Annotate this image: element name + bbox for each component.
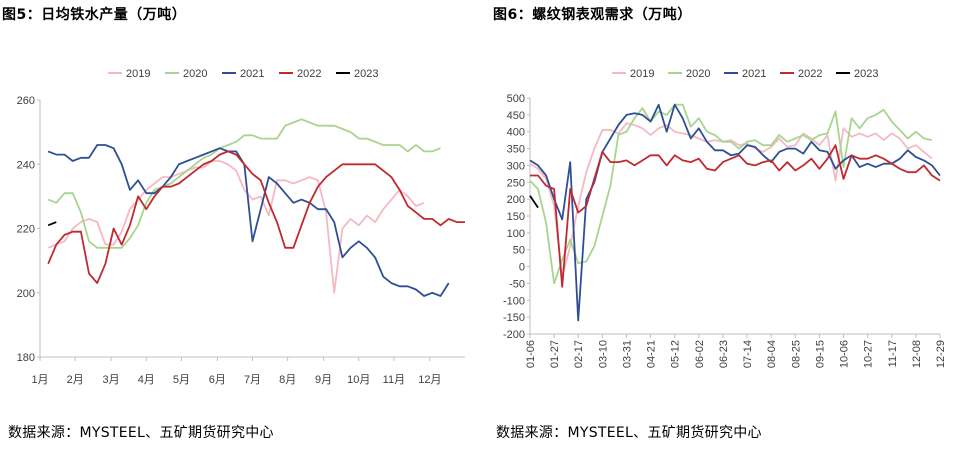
chart1-legend-label-2023: 2023 [354,68,378,80]
chart1-x-tick-label: 2月 [67,374,84,386]
chart1-x-tick-label: 6月 [209,374,226,386]
chart2-series-2020-line [529,103,933,285]
chart1-x-tick-label: 4月 [138,374,155,386]
chart2-y-tick-label: 50 [513,245,525,257]
chart2-source: 数据来源：MYSTEEL、五矿期货研究中心 [496,425,762,441]
iron-output-chart: 180 200 220 240 260 1月 2月 3月 4月 5月 6月 7月 8月 9月 10月 11月 1… [17,68,465,386]
chart2-x-tick-label: 12-29 [935,340,947,368]
chart2-y-tick-label: -200 [503,329,525,341]
chart2-legend-label-2020: 2020 [686,68,710,80]
chart1-series-2022-line [47,150,465,284]
chart1-legend-label-2022: 2022 [297,68,321,80]
chart2-y-tick-label: -100 [503,295,525,307]
chart2-x-tick-label: 12-08 [911,340,923,368]
chart1-legend-label-2021: 2021 [240,68,264,80]
chart2-legend-label-2023: 2023 [854,68,878,80]
chart1-x-tick-label: 10月 [347,374,370,386]
chart1-y-tick-label: 220 [17,224,35,236]
chart2-series-2023-line [529,195,539,209]
chart2-x-tick-label: 10-06 [839,340,851,368]
chart2-legend-label-2022: 2022 [798,68,822,80]
chart2-x-tick-label: 01-27 [549,340,561,368]
chart2-x-tick-label: 01-06 [525,340,537,368]
chart1-series-2023-line [47,221,57,227]
chart2-x-tick-label: 11-17 [887,340,899,367]
chart1-legend-label-2019: 2019 [126,68,150,80]
chart1-series-2020-line [47,118,441,249]
chart1-title: 图5：日均铁水产量（万吨） [2,7,187,23]
chart1-series-2021-line [47,144,450,297]
chart1-source: 数据来源：MYSTEEL、五矿期货研究中心 [8,425,274,441]
chart2-y-tick-label: 100 [507,228,525,240]
chart2-legend-label-2019: 2019 [630,68,654,80]
chart2-x-tick-label: 06-23 [718,340,730,368]
chart1-x-tick-label: 3月 [103,374,120,386]
chart2-x-tick-label: 04-21 [646,340,658,368]
chart2-series-2021-line [529,103,941,322]
chart2-x-tick-label: 05-12 [670,340,682,368]
chart1-x-tick-label: 7月 [244,374,261,386]
chart1-x-tick-label: 8月 [279,374,296,386]
chart2-series-2022-line [530,144,941,288]
chart1-x-tick-label: 5月 [173,374,190,386]
chart2-y-tick-label: 150 [507,211,525,223]
chart2-x-tick-label: 02-17 [573,340,585,368]
chart2-y-tick-label: 200 [507,194,525,206]
chart1-series-2019-line [47,160,425,294]
chart2-x-tick-label: 08-25 [790,340,802,368]
chart1-x-tick-label: 9月 [315,374,332,386]
chart2-y-tick-label: 0 [519,262,525,274]
chart2-series-2019-line [529,122,933,278]
chart2-x-tick-label: 03-10 [597,340,609,368]
chart2-y-tick-label: 500 [507,93,525,105]
chart1-y-tick-label: 260 [17,95,35,107]
chart1-y-tick-label: 240 [17,159,35,171]
chart1-x-tick-label: 1月 [31,374,48,386]
chart1-x-tick-label: 11月 [383,374,405,386]
chart2-x-tick-label: 09-15 [814,340,826,368]
chart2-y-tick-label: 250 [507,177,525,189]
chart1-y-tick-label: 180 [17,352,35,364]
chart2-y-tick-label: -50 [509,278,525,290]
chart2-y-tick-label: 300 [507,160,525,172]
chart2-x-tick-label: 03-31 [621,340,633,368]
chart1-y-tick-label: 200 [17,288,35,300]
chart1-x-tick-label: 12月 [418,374,441,386]
chart2-legend-label-2021: 2021 [742,68,766,80]
chart2-y-tick-label: 450 [507,110,525,122]
chart1-legend-label-2020: 2020 [183,68,207,80]
chart2-y-tick-label: -150 [503,312,525,324]
chart2-x-tick-label: 10-27 [863,340,875,368]
chart2-x-tick-label: 07-14 [742,340,754,368]
chart2-x-tick-label: 08-04 [766,340,778,368]
chart2-x-tick-label: 06-02 [694,340,706,368]
chart2-y-tick-label: 350 [507,144,525,156]
chart2-y-tick-label: 400 [507,127,525,139]
chart2-title: 图6：螺纹钢表观需求（万吨） [493,7,692,23]
